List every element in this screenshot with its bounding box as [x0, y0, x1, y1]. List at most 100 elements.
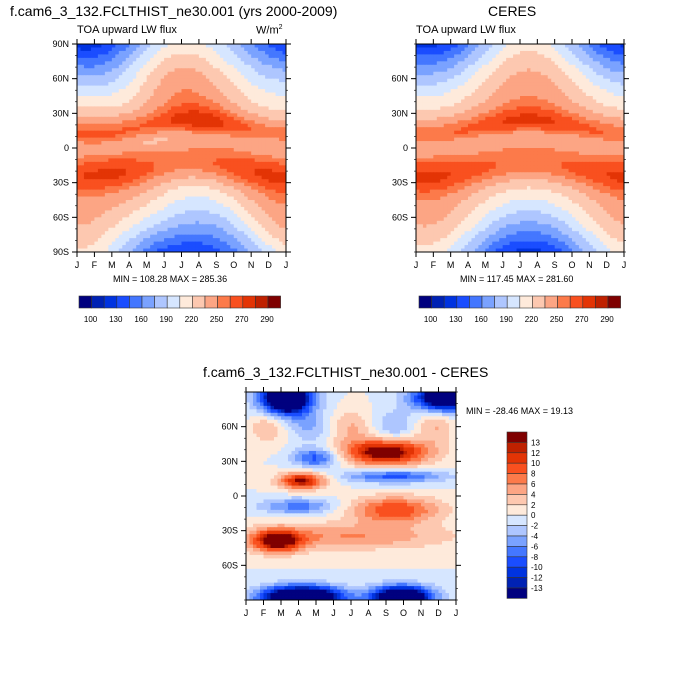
heatmap-cell: [191, 175, 196, 180]
heatmap-cell: [258, 193, 263, 197]
heatmap-cell: [77, 213, 81, 218]
heatmap-cell: [181, 213, 186, 218]
heatmap-cell: [426, 57, 431, 62]
heatmap-cell: [443, 57, 448, 62]
heatmap-cell: [282, 96, 287, 100]
heatmap-cell: [188, 168, 193, 173]
heatmap-cell: [150, 127, 155, 132]
heatmap-cell: [506, 68, 510, 73]
heatmap-cell: [157, 50, 161, 55]
heatmap-cell: [178, 57, 182, 62]
heatmap-cell: [174, 54, 179, 59]
x-tick-label: O: [230, 260, 237, 270]
heatmap-cell: [83, 168, 88, 173]
heatmap-cell: [279, 165, 283, 170]
heatmap-cell: [174, 245, 179, 249]
heatmap-cell: [219, 89, 224, 93]
heatmap-cell: [429, 61, 434, 66]
heatmap-cell: [592, 89, 597, 93]
heatmap-cell: [233, 200, 238, 204]
heatmap-cell: [219, 161, 224, 166]
heatmap-cell: [118, 151, 123, 156]
heatmap-cell: [268, 127, 273, 132]
heatmap-cell: [167, 113, 172, 118]
heatmap-cell: [90, 137, 95, 142]
heatmap-cell: [516, 102, 521, 107]
heatmap-cell: [115, 78, 120, 83]
heatmap-cell: [83, 120, 88, 125]
heatmap-cell: [251, 47, 256, 52]
heatmap-cell: [111, 203, 116, 208]
heatmap-cell: [610, 92, 614, 97]
heatmap-cell: [101, 44, 106, 48]
heatmap-cell: [575, 50, 580, 55]
heatmap-cell: [230, 172, 235, 177]
heatmap-cell: [240, 102, 245, 107]
heatmap-cell: [233, 206, 238, 211]
heatmap-cell: [450, 113, 455, 118]
heatmap-cell: [258, 241, 263, 246]
heatmap-cell: [258, 102, 263, 107]
heatmap-cell: [502, 75, 507, 80]
heatmap-cell: [188, 44, 193, 48]
heatmap-cell: [111, 186, 116, 190]
heatmap-cell: [150, 116, 155, 121]
heatmap-cell: [83, 78, 88, 83]
heatmap-cell: [282, 64, 287, 69]
heatmap-cell: [178, 123, 182, 128]
heatmap-cell: [174, 61, 179, 66]
heatmap-cell: [150, 186, 155, 190]
heatmap-cell: [118, 165, 123, 170]
heatmap-cell: [184, 193, 189, 197]
heatmap-cell: [233, 89, 238, 93]
heatmap-cell: [157, 89, 161, 93]
heatmap-cell: [240, 172, 245, 177]
heatmap-cell: [216, 238, 221, 242]
heatmap-cell: [606, 78, 611, 83]
heatmap-cell: [582, 71, 587, 76]
heatmap-cell: [143, 134, 148, 138]
heatmap-cell: [261, 210, 266, 215]
heatmap-cell: [457, 82, 462, 86]
heatmap-cell: [226, 182, 231, 187]
heatmap-cell: [115, 109, 120, 114]
heatmap-cell: [572, 54, 576, 59]
heatmap-cell: [80, 61, 85, 66]
heatmap-cell: [540, 113, 545, 118]
heatmap-cell: [136, 231, 141, 236]
heatmap-cell: [471, 92, 476, 97]
heatmap-cell: [440, 116, 445, 121]
heatmap-cell: [178, 127, 182, 132]
heatmap-cell: [157, 54, 161, 59]
heatmap-cell: [219, 47, 224, 52]
heatmap-cell: [104, 189, 109, 194]
heatmap-cell: [108, 220, 113, 225]
heatmap-cell: [195, 50, 200, 55]
heatmap-cell: [178, 234, 182, 239]
heatmap-cell: [474, 99, 479, 104]
heatmap-cell: [520, 75, 524, 80]
heatmap-cell: [198, 89, 203, 93]
heatmap-cell: [272, 175, 276, 180]
heatmap-cell: [509, 47, 514, 52]
heatmap-cell: [226, 116, 231, 121]
heatmap-cell: [272, 193, 276, 197]
heatmap-cell: [94, 238, 99, 242]
heatmap-cell: [596, 64, 601, 69]
heatmap-cell: [181, 57, 186, 62]
heatmap-cell: [589, 61, 594, 66]
heatmap-cell: [502, 71, 507, 76]
heatmap-cell: [104, 154, 109, 159]
heatmap-cell: [209, 57, 214, 62]
heatmap-cell: [143, 96, 148, 100]
heatmap-cell: [174, 78, 179, 83]
heatmap-cell: [268, 231, 273, 236]
heatmap-cell: [558, 102, 562, 107]
heatmap-cell: [122, 109, 127, 114]
heatmap-cell: [94, 68, 99, 73]
heatmap-cell: [230, 130, 235, 135]
heatmap-cell: [94, 64, 99, 69]
heatmap-cell: [547, 64, 552, 69]
heatmap-cell: [153, 182, 158, 187]
heatmap-cell: [83, 175, 88, 180]
